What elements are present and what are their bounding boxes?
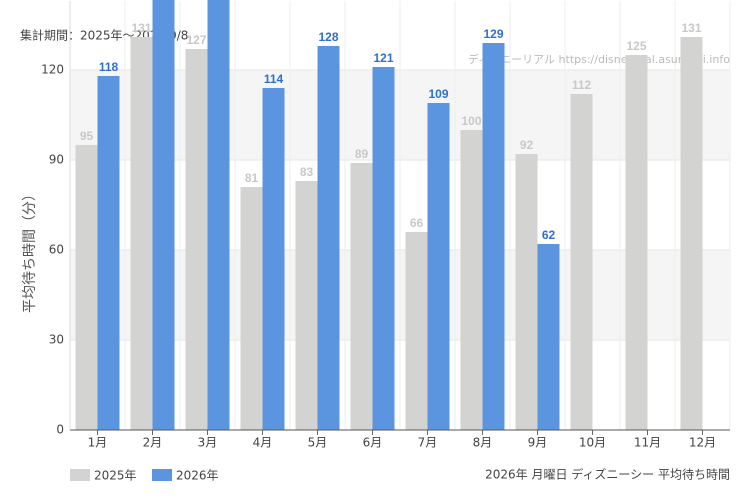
- value-label: 62: [542, 228, 556, 242]
- bar: [570, 94, 593, 430]
- y-tick-label: 120: [41, 63, 64, 77]
- bar: [75, 145, 98, 430]
- bar: [185, 49, 208, 430]
- value-label: 118: [99, 60, 119, 74]
- x-tick-label: 7月: [418, 436, 438, 450]
- bar: [207, 0, 230, 430]
- value-label: 89: [355, 147, 369, 161]
- legend-label: 2025年: [94, 469, 137, 483]
- x-tick-label: 9月: [528, 436, 548, 450]
- bar: [405, 232, 428, 430]
- bar: [482, 43, 505, 430]
- value-label: 129: [483, 27, 503, 41]
- legend-label: 2026年: [176, 469, 219, 483]
- x-tick-label: 6月: [363, 436, 383, 450]
- bar: [427, 103, 450, 430]
- legend-swatch: [70, 469, 90, 481]
- bar: [537, 244, 560, 430]
- value-label: 112: [572, 78, 592, 92]
- x-tick-label: 12月: [689, 436, 716, 450]
- x-tick-label: 11月: [634, 436, 661, 450]
- value-label: 114: [264, 72, 284, 86]
- value-label: 100: [461, 114, 481, 128]
- y-tick-label: 90: [49, 153, 64, 167]
- value-label: 128: [318, 30, 338, 44]
- chart-title: 2026年 月曜日 ディズニーシー 平均待ち時間: [485, 467, 730, 482]
- bar: [97, 76, 120, 430]
- value-label: 81: [245, 171, 259, 185]
- bar: [152, 0, 175, 430]
- value-label: 125: [626, 39, 646, 53]
- y-tick-label: 30: [49, 333, 64, 347]
- value-label: 131: [681, 21, 701, 35]
- x-tick-label: 8月: [473, 436, 493, 450]
- value-label: 131: [131, 21, 151, 35]
- x-tick-label: 3月: [198, 436, 218, 450]
- bar: [317, 46, 340, 430]
- value-label: 83: [300, 165, 314, 179]
- bar: [372, 67, 395, 430]
- value-label: 127: [186, 33, 206, 47]
- bar: [130, 37, 153, 430]
- bar: [262, 88, 285, 430]
- bar: [460, 130, 483, 430]
- watermark: ディズニーリアル https://disneyreal.asumirai.inf…: [468, 52, 730, 66]
- bar: [295, 181, 318, 430]
- y-axis-label: 平均待ち時間（分）: [22, 187, 38, 313]
- bar: [350, 163, 373, 430]
- bar: [680, 37, 703, 430]
- legend-swatch: [152, 469, 172, 481]
- x-tick-label: 4月: [253, 436, 273, 450]
- value-label: 92: [520, 138, 534, 152]
- y-tick-label: 0: [56, 423, 64, 437]
- y-tick-label: 60: [49, 243, 64, 257]
- x-tick-label: 5月: [308, 436, 328, 450]
- bar: [240, 187, 263, 430]
- x-tick-label: 10月: [579, 436, 606, 450]
- value-label: 121: [373, 51, 393, 65]
- bar: [515, 154, 538, 430]
- x-tick-label: 2月: [143, 436, 163, 450]
- value-label: 95: [80, 129, 94, 143]
- value-label: 109: [428, 87, 448, 101]
- value-label: 66: [410, 216, 424, 230]
- x-tick-label: 1月: [88, 436, 108, 450]
- bar: [625, 55, 648, 430]
